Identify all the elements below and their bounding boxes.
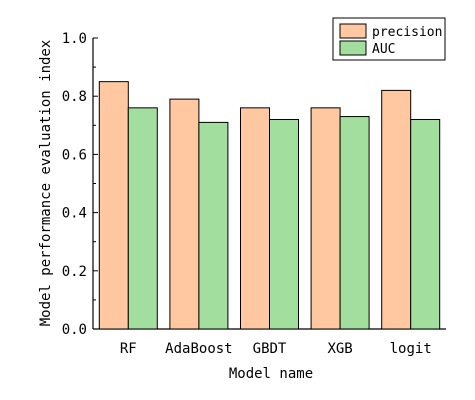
x-tick-label: AdaBoost [165, 341, 232, 357]
y-tick-label: 0.6 [62, 147, 87, 163]
x-tick-label: XGB [327, 341, 352, 357]
bar-auc-rf [127, 107, 158, 330]
y-tick-label: 1.0 [62, 31, 87, 47]
bar-precision-adaboost [169, 98, 200, 330]
y-tick-label: 0.2 [62, 264, 87, 280]
labels-layer: Model name Model performance evaluation … [38, 40, 313, 382]
bars-layer [98, 81, 441, 330]
bar-precision-xgb [310, 107, 341, 330]
legend-label-auc: AUC [372, 42, 395, 57]
bar-precision-gbdt [240, 107, 270, 330]
bar-precision-rf [98, 81, 129, 330]
bar-auc-adaboost [198, 121, 229, 330]
y-tick-label: 0.4 [62, 206, 87, 222]
bar-precision-logit [381, 89, 412, 330]
y-tick-label: 0.0 [62, 322, 87, 338]
x-tick-label: GBDT [253, 341, 287, 357]
bar-auc-logit [410, 118, 441, 330]
legend-label-precision: precision [372, 25, 442, 40]
legend-swatch-auc [339, 40, 367, 56]
legend: precision AUC [332, 17, 446, 61]
x-tick-label: RF [120, 341, 137, 357]
legend-swatch-precision [339, 23, 367, 39]
x-tick-label: logit [390, 341, 432, 357]
y-tick-label: 0.8 [62, 89, 87, 105]
y-axis-title: Model performance evaluation index [38, 40, 54, 327]
x-axis-title: Model name [229, 366, 313, 382]
axes-layer: 0.0 0.2 0.4 0.6 0.8 1.0 RF AdaBoost GBDT XGB logit [62, 31, 446, 357]
bar-auc-gbdt [269, 118, 299, 330]
bar-auc-xgb [339, 116, 370, 330]
